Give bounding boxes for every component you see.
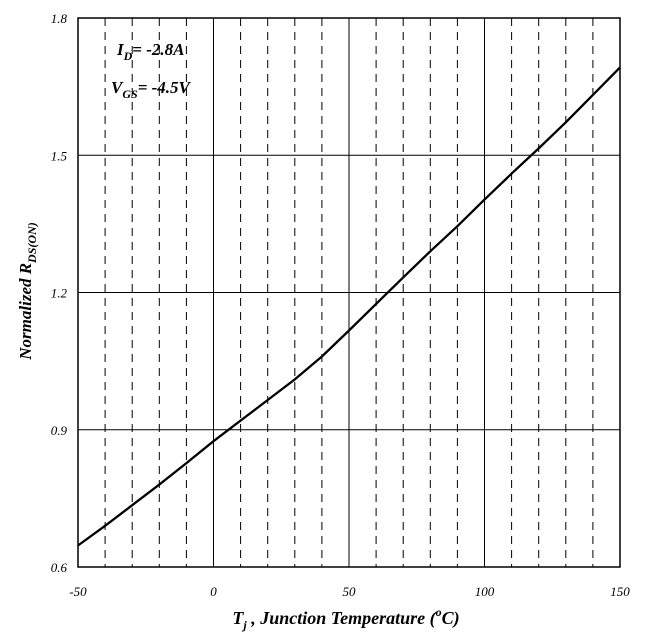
x-tick-label: 0 <box>210 584 217 599</box>
y-tick-labels: 0.6 0.9 1.2 1.5 1.8 <box>51 11 68 575</box>
y-axis-label: Normalized RDS(ON) <box>16 222 39 360</box>
y-tick-label: 0.9 <box>51 423 68 438</box>
curve-layer <box>77 66 621 547</box>
y-tick-label: 1.5 <box>51 148 68 163</box>
plot-frame <box>77 17 621 568</box>
y-tick-label: 1.8 <box>51 11 68 26</box>
x-tick-label: -50 <box>69 584 87 599</box>
x-tick-label: 150 <box>610 584 630 599</box>
y-tick-label: 0.6 <box>51 560 68 575</box>
annotation-voltage: VGS= -4.5V <box>111 78 192 101</box>
annotation-current: ID= -2.8A <box>116 40 184 63</box>
x-tick-label: 50 <box>343 584 357 599</box>
series-line <box>77 66 621 547</box>
x-axis-label: Tj , Junction Temperature (oC) <box>232 605 459 632</box>
annotations: ID= -2.8A VGS= -4.5V <box>111 40 192 101</box>
x-tick-label: 100 <box>475 584 495 599</box>
y-tick-label: 1.2 <box>51 286 68 301</box>
x-tick-labels: -50 0 50 100 150 <box>69 584 630 599</box>
